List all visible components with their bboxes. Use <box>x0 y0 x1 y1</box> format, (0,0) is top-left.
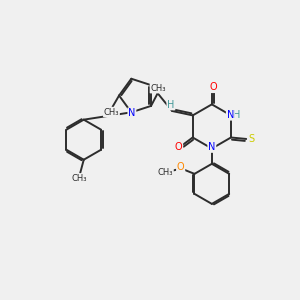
Text: H: H <box>232 110 240 120</box>
Text: O: O <box>175 142 182 152</box>
Text: N: N <box>208 142 215 152</box>
Text: CH₃: CH₃ <box>150 84 166 93</box>
Text: CH₃: CH₃ <box>71 174 87 183</box>
Text: O: O <box>209 82 217 92</box>
Text: S: S <box>248 134 254 144</box>
Text: N: N <box>128 108 136 118</box>
Text: CH₃: CH₃ <box>158 168 173 177</box>
Text: H: H <box>167 100 175 110</box>
Text: CH₃: CH₃ <box>104 107 119 116</box>
Text: N: N <box>227 110 234 120</box>
Text: O: O <box>177 162 184 172</box>
